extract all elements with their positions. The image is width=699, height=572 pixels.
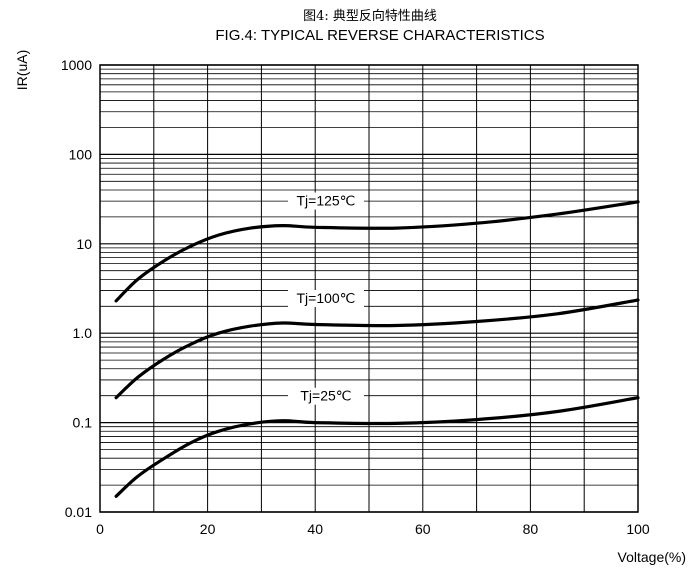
series-labels: Tj=125℃ Tj=100℃ Tj=25℃ bbox=[287, 192, 364, 405]
series-line bbox=[114, 396, 640, 498]
y-tick-label: 10 bbox=[76, 236, 92, 252]
x-tick-label: 60 bbox=[415, 521, 431, 537]
x-tick-label: 20 bbox=[200, 521, 216, 537]
series-line bbox=[114, 298, 640, 400]
y-tick-label: 0.01 bbox=[65, 504, 92, 520]
x-tick-labels: 0 20 40 60 80 100 bbox=[96, 521, 650, 537]
x-axis-label: Voltage(%) bbox=[618, 549, 686, 565]
chart-subtitle: FIG.4: TYPICAL REVERSE CHARACTERISTICS bbox=[215, 27, 544, 44]
chart-title: 图4: 典型反向特性曲线 bbox=[303, 8, 437, 24]
series-label-background bbox=[287, 290, 364, 308]
y-tick-label: 1000 bbox=[61, 57, 92, 73]
x-tick-label: 80 bbox=[523, 521, 539, 537]
plot-frame bbox=[99, 64, 639, 513]
series-line bbox=[114, 200, 640, 303]
major-gridlines bbox=[99, 64, 639, 513]
series-lines bbox=[114, 200, 640, 498]
x-tick-label: 40 bbox=[307, 521, 323, 537]
series-label: Tj=100℃ bbox=[296, 290, 355, 306]
x-tick-label: 100 bbox=[626, 521, 650, 537]
y-tick-labels: 0.01 0.1 1.0 10 100 1000 bbox=[61, 57, 92, 520]
series-label-background bbox=[287, 387, 364, 405]
y-tick-label: 100 bbox=[69, 146, 93, 162]
series-label: Tj=25℃ bbox=[300, 388, 351, 404]
y-tick-label: 0.1 bbox=[73, 415, 93, 431]
series-label-background bbox=[287, 192, 364, 210]
y-tick-label: 1.0 bbox=[73, 325, 93, 341]
series-label: Tj=125℃ bbox=[296, 193, 355, 209]
x-tick-label: 0 bbox=[96, 521, 104, 537]
y-axis-label: IR(uA) bbox=[14, 50, 30, 90]
